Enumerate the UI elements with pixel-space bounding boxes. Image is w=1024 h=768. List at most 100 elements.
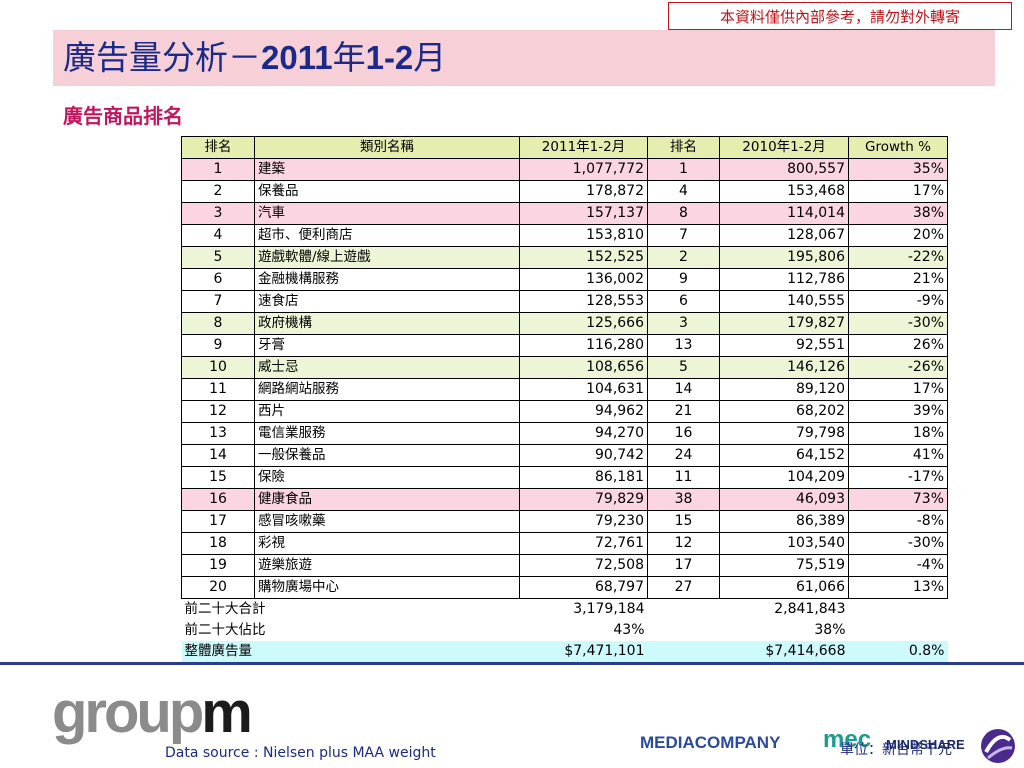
growth-cell: 39% xyxy=(848,400,948,423)
growth-cell: 26% xyxy=(848,334,948,357)
groupm-logo-part1: group xyxy=(52,680,204,745)
growth-cell: 18% xyxy=(848,422,948,445)
value-2010-cell: 153,468 xyxy=(719,180,849,203)
value-2011-cell: 72,761 xyxy=(519,532,648,555)
category-cell: 威士忌 xyxy=(254,356,520,379)
category-cell: 健康食品 xyxy=(254,488,520,511)
category-cell: 電信業服務 xyxy=(254,422,520,445)
value-2010-cell: 800,557 xyxy=(719,158,849,181)
header-2011: 2011年1-2月 xyxy=(519,136,648,159)
value-2010-cell: 114,014 xyxy=(719,202,849,225)
rank-2010-cell: 9 xyxy=(647,268,720,291)
mindshare-swirl-icon xyxy=(981,729,1015,763)
summary-label: 前二十大佔比 xyxy=(184,622,266,638)
value-2011-cell: 90,742 xyxy=(519,444,648,467)
value-2011-cell: 108,656 xyxy=(519,356,648,379)
category-cell: 超市、便利商店 xyxy=(254,224,520,247)
rank-2010-cell: 4 xyxy=(647,180,720,203)
data-source: Data source : Nielsen plus MAA weight xyxy=(165,745,436,761)
rank-cell: 1 xyxy=(181,158,255,181)
category-cell: 彩視 xyxy=(254,532,520,555)
value-2010-cell: 128,067 xyxy=(719,224,849,247)
header-growth: Growth % xyxy=(848,136,948,159)
summary-spacer xyxy=(648,620,720,641)
section-subtitle: 廣告商品排名 xyxy=(63,104,183,128)
rank-2010-cell: 7 xyxy=(647,224,720,247)
value-2010-cell: 92,551 xyxy=(719,334,849,357)
table-row: 8 政府機構 125,666 3 179,827 -30% xyxy=(181,312,948,335)
growth-cell: -26% xyxy=(848,356,948,379)
growth-cell: 35% xyxy=(848,158,948,181)
table-row: 12 西片 94,962 21 68,202 39% xyxy=(181,400,948,423)
category-cell: 保險 xyxy=(254,466,520,489)
value-2011-cell: 116,280 xyxy=(519,334,648,357)
table-row: 17 感冒咳嗽藥 79,230 15 86,389 -8% xyxy=(181,510,948,533)
category-cell: 網路網站服務 xyxy=(254,378,520,401)
table-row: 10 威士忌 108,656 5 146,126 -26% xyxy=(181,356,948,379)
category-cell: 西片 xyxy=(254,400,520,423)
category-cell: 政府機構 xyxy=(254,312,520,335)
table-row: 18 彩視 72,761 12 103,540 -30% xyxy=(181,532,948,555)
value-2011-cell: 86,181 xyxy=(519,466,648,489)
value-2010-cell: 75,519 xyxy=(719,554,849,577)
table-row: 2 保養品 178,872 4 153,468 17% xyxy=(181,180,948,203)
growth-cell: 21% xyxy=(848,268,948,291)
rank-cell: 16 xyxy=(181,488,255,511)
rank-cell: 14 xyxy=(181,444,255,467)
table-row: 6 金融機構服務 136,002 9 112,786 21% xyxy=(181,268,948,291)
header-rank: 排名 xyxy=(181,136,255,159)
table-row: 4 超市、便利商店 153,810 7 128,067 20% xyxy=(181,224,948,247)
rank-cell: 13 xyxy=(181,422,255,445)
rank-cell: 6 xyxy=(181,268,255,291)
rank-cell: 19 xyxy=(181,554,255,577)
table-row: 15 保險 86,181 11 104,209 -17% xyxy=(181,466,948,489)
page-title: 廣告量分析－2011年1-2月 xyxy=(53,30,995,86)
title-range: 1-2 xyxy=(365,39,414,76)
value-2010-cell: 140,555 xyxy=(719,290,849,313)
table-row: 19 遊樂旅遊 72,508 17 75,519 -4% xyxy=(181,554,948,577)
rank-cell: 5 xyxy=(181,246,255,269)
value-2011-cell: 125,666 xyxy=(519,312,648,335)
value-2010-cell: 86,389 xyxy=(719,510,849,533)
growth-cell: 73% xyxy=(848,488,948,511)
rank-2010-cell: 17 xyxy=(647,554,720,577)
header-2010: 2010年1-2月 xyxy=(719,136,849,159)
summary-growth xyxy=(849,620,948,641)
table-summary: 前二十大合計 3,179,184 2,841,843 前二十大佔比 43% 38% 整體廣告… xyxy=(181,599,948,662)
value-2011-cell: 136,002 xyxy=(519,268,648,291)
value-2011-cell: 79,230 xyxy=(519,510,648,533)
title-nian: 年 xyxy=(332,38,366,77)
rank-cell: 12 xyxy=(181,400,255,423)
category-cell: 購物廣場中心 xyxy=(254,576,520,599)
summary-value-2010: 2,841,843 xyxy=(774,601,846,617)
rank-2010-cell: 12 xyxy=(647,532,720,555)
table-header-row: 排名 類別名稱 2011年1-2月 排名 2010年1-2月 Growth % xyxy=(181,136,948,159)
title-year: 2011 xyxy=(261,39,333,76)
rank-cell: 9 xyxy=(181,334,255,357)
value-2011-cell: 153,810 xyxy=(519,224,648,247)
table-row: 9 牙膏 116,280 13 92,551 26% xyxy=(181,334,948,357)
rank-cell: 3 xyxy=(181,202,255,225)
rank-cell: 8 xyxy=(181,312,255,335)
footer-divider xyxy=(0,662,1024,665)
category-cell: 牙膏 xyxy=(254,334,520,357)
rank-2010-cell: 13 xyxy=(647,334,720,357)
value-2011-cell: 94,270 xyxy=(519,422,648,445)
value-2011-cell: 152,525 xyxy=(519,246,648,269)
growth-cell: 13% xyxy=(848,576,948,599)
growth-cell: 17% xyxy=(848,378,948,401)
value-2010-cell: 103,540 xyxy=(719,532,849,555)
rank-cell: 2 xyxy=(181,180,255,203)
table-row: 13 電信業服務 94,270 16 79,798 18% xyxy=(181,422,948,445)
category-cell: 汽車 xyxy=(254,202,520,225)
growth-cell: 17% xyxy=(848,180,948,203)
rank-2010-cell: 27 xyxy=(647,576,720,599)
table-row: 14 一般保養品 90,742 24 64,152 41% xyxy=(181,444,948,467)
category-cell: 速食店 xyxy=(254,290,520,313)
rank-cell: 15 xyxy=(181,466,255,489)
table-row: 1 建築 1,077,772 1 800,557 35% xyxy=(181,158,948,181)
value-2011-cell: 157,137 xyxy=(519,202,648,225)
summary-row: 前二十大佔比 43% 38% xyxy=(182,620,948,641)
rank-2010-cell: 11 xyxy=(647,466,720,489)
rank-cell: 18 xyxy=(181,532,255,555)
